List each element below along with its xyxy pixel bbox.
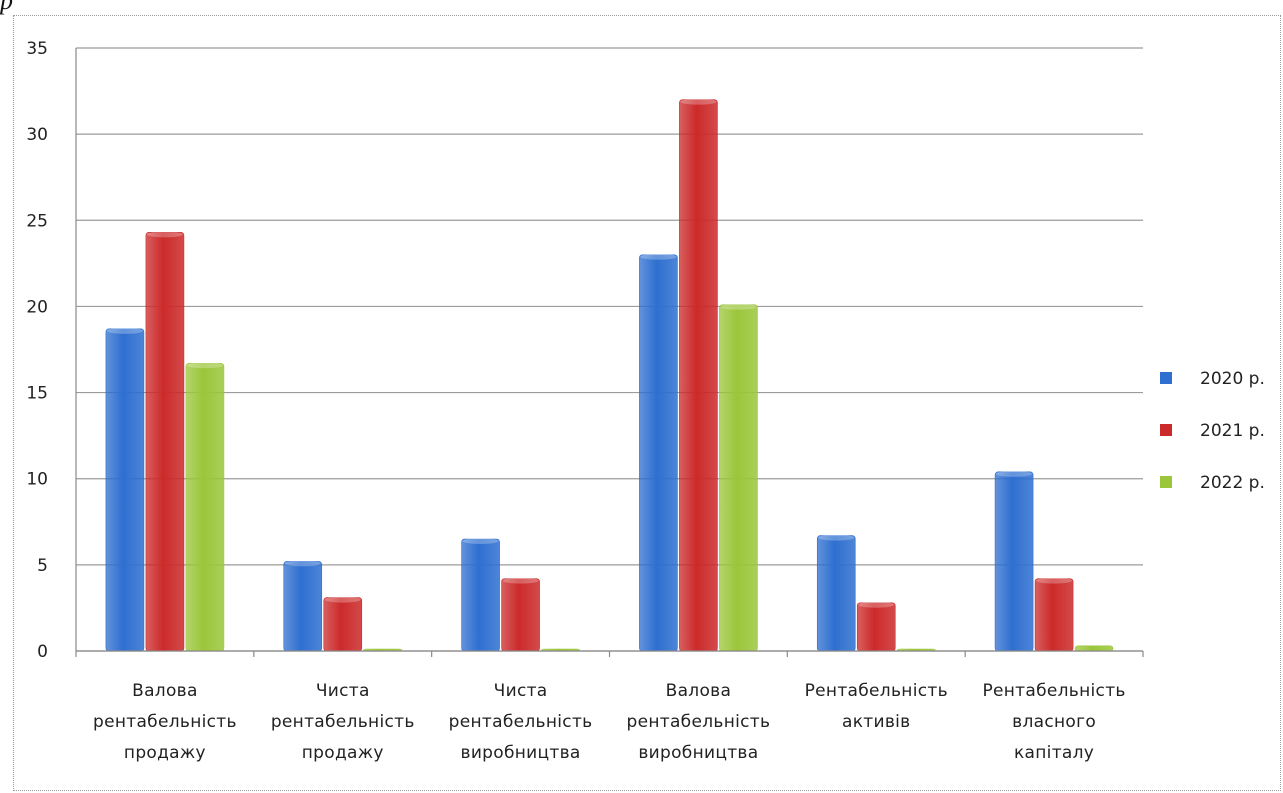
legend-label: 2021 р.: [1200, 421, 1265, 441]
page-mark: p: [0, 0, 13, 15]
bar-2020: [639, 254, 678, 652]
axes: [75, 48, 1144, 657]
legend-swatch: [1160, 372, 1172, 384]
bar-2022: [1074, 645, 1114, 652]
y-tick-labels: 0 5 10 15 20 25 30 35: [26, 39, 48, 662]
category-label: виробництва: [638, 743, 758, 763]
bar-cap: [1036, 577, 1073, 584]
bar-cap: [720, 303, 757, 310]
bar-2020: [283, 561, 323, 652]
bar-cap: [284, 560, 321, 567]
chart-frame: [13, 15, 1281, 791]
legend: 2020 р. 2021 р. 2022 р.: [1160, 369, 1265, 493]
y-tick-label: 10: [26, 470, 48, 490]
bars: [105, 98, 1114, 652]
bar-2020: [816, 535, 856, 652]
category-label: капіталу: [1014, 743, 1094, 763]
y-tick-label: 20: [26, 297, 48, 317]
bar-2020: [994, 471, 1034, 652]
bar-2021: [323, 597, 363, 652]
bar-cap: [680, 98, 717, 105]
category-label: Рентабельність: [805, 681, 948, 701]
legend-swatch: [1160, 476, 1172, 488]
category-label: Чиста: [316, 681, 370, 701]
legend-label: 2020 р.: [1200, 369, 1265, 389]
y-tick-label: 15: [26, 384, 48, 404]
y-tick-label: 25: [26, 211, 48, 231]
category-label: продажу: [302, 743, 384, 763]
category-label: активів: [842, 712, 911, 732]
bar-2021: [856, 602, 896, 652]
category-label: Валова: [132, 681, 198, 701]
category-label: виробництва: [461, 743, 581, 763]
category-label: рентабельність: [93, 712, 237, 732]
category-label: Валова: [666, 681, 732, 701]
bar-cap: [106, 327, 143, 334]
category-label: рентабельність: [271, 712, 415, 732]
category-label: продажу: [124, 743, 206, 763]
bar-2022: [719, 304, 758, 652]
bar-cap: [502, 577, 539, 584]
category-label: Чиста: [494, 681, 548, 701]
category-label: Рентабельність: [982, 681, 1125, 701]
bar-cap: [146, 231, 183, 238]
bar-2021: [679, 99, 718, 652]
y-tick-label: 35: [26, 39, 48, 59]
bar-2021: [501, 578, 540, 652]
bar-cap: [462, 538, 499, 545]
bar-cap: [324, 596, 361, 603]
legend-swatch: [1160, 424, 1172, 436]
bar-2022: [185, 362, 225, 652]
bar-cap: [996, 470, 1033, 477]
bar-2021: [1034, 578, 1074, 652]
bar-cap: [640, 253, 677, 260]
category-label: рентабельність: [449, 712, 593, 732]
bar-2021: [145, 232, 185, 652]
category-label: рентабельність: [627, 712, 771, 732]
bar-cap: [186, 362, 223, 369]
category-label: власного: [1012, 712, 1096, 732]
y-tick-label: 5: [37, 556, 48, 576]
gridlines: [76, 47, 1143, 652]
bar-cap: [818, 534, 855, 541]
y-tick-label: 0: [37, 642, 48, 662]
bar-2020: [105, 328, 145, 652]
legend-label: 2022 р.: [1200, 473, 1265, 493]
bar-2020: [461, 538, 500, 652]
bar-cap: [858, 601, 895, 608]
category-labels: Валова рентабельність продажу Чиста рентабел…: [93, 681, 1125, 763]
y-tick-label: 30: [26, 125, 48, 145]
